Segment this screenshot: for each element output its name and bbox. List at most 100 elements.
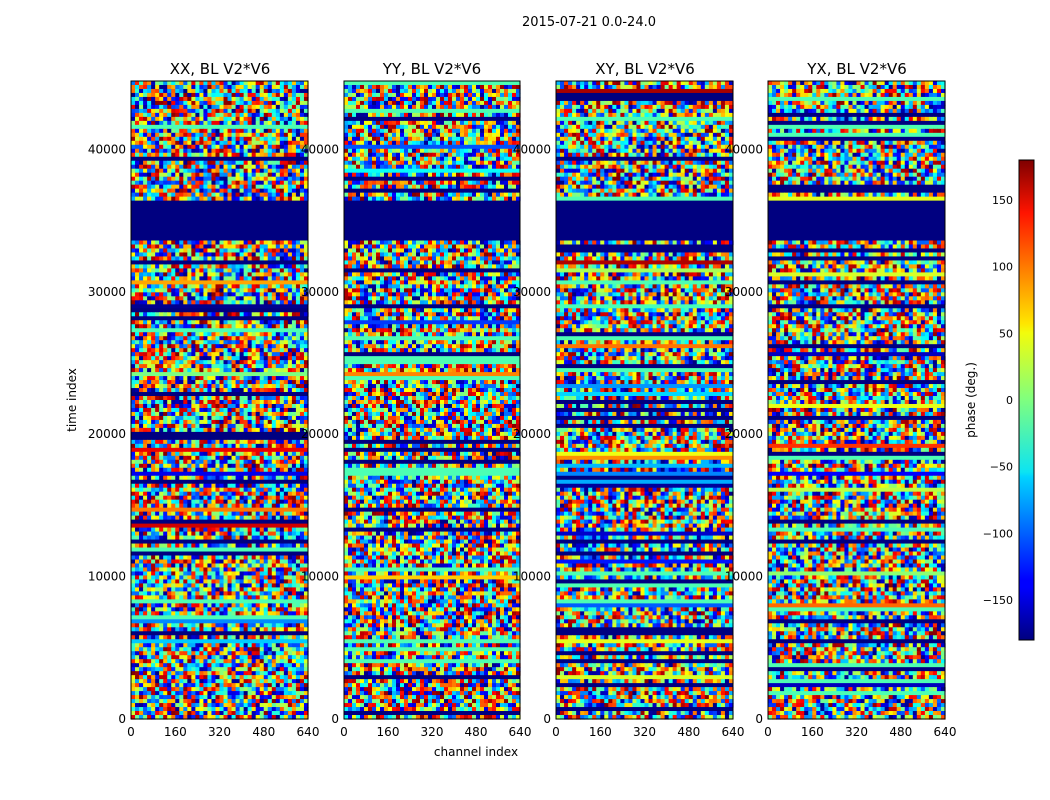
heat-cell bbox=[203, 344, 209, 349]
heat-cell bbox=[299, 100, 305, 106]
heat-cell bbox=[151, 455, 156, 461]
heat-cell bbox=[215, 348, 221, 353]
heat-cell bbox=[211, 567, 217, 573]
heat-cell bbox=[231, 368, 237, 373]
heat-cell bbox=[255, 607, 261, 612]
heat-cell bbox=[247, 439, 253, 445]
heat-band bbox=[131, 551, 308, 557]
heat-cell bbox=[179, 168, 184, 174]
heat-cell bbox=[239, 276, 245, 281]
heat-cell bbox=[303, 439, 309, 445]
heat-cell bbox=[239, 312, 245, 317]
heat-cell bbox=[183, 88, 188, 94]
heat-cell bbox=[175, 160, 180, 166]
heat-cell bbox=[175, 88, 180, 94]
heat-cell bbox=[135, 400, 140, 405]
heat-cell bbox=[291, 81, 297, 86]
heat-cell bbox=[167, 292, 172, 297]
heat-cell bbox=[247, 288, 253, 293]
heat-cell bbox=[219, 320, 225, 325]
heat-cell bbox=[231, 535, 237, 541]
heat-cell bbox=[143, 344, 148, 349]
heat-cell bbox=[211, 587, 217, 592]
heat-cell bbox=[235, 356, 241, 361]
heat-cell bbox=[147, 116, 152, 122]
heat-cell bbox=[243, 92, 249, 98]
heat-cell bbox=[167, 268, 172, 273]
heat-cell bbox=[267, 164, 273, 170]
heat-cell bbox=[195, 81, 200, 86]
heat-cell bbox=[155, 81, 160, 86]
heat-cell bbox=[291, 483, 297, 489]
heat-cell bbox=[287, 380, 293, 385]
heat-cell bbox=[275, 607, 281, 612]
heat-cell bbox=[167, 264, 172, 270]
heat-cell bbox=[247, 92, 253, 98]
heat-cell bbox=[155, 136, 160, 142]
heat-cell bbox=[179, 487, 184, 493]
heat-cell bbox=[179, 671, 184, 676]
heat-cell bbox=[179, 84, 184, 90]
heat-cell bbox=[207, 623, 213, 628]
heat-cell bbox=[283, 555, 289, 561]
heat-cell bbox=[295, 567, 301, 573]
heat-cell bbox=[291, 651, 297, 656]
heat-cell bbox=[243, 659, 249, 664]
heat-cell bbox=[251, 459, 257, 465]
heat-cell bbox=[163, 587, 168, 592]
heat-cell bbox=[303, 527, 309, 533]
heat-cell bbox=[255, 583, 261, 589]
heat-cell bbox=[207, 647, 213, 652]
heat-cell bbox=[235, 527, 241, 533]
heat-cell bbox=[271, 611, 277, 616]
heat-cell bbox=[211, 196, 217, 202]
heat-cell bbox=[239, 128, 245, 134]
heat-cell bbox=[287, 352, 293, 357]
heat-cell bbox=[231, 579, 237, 585]
heat-cell bbox=[183, 659, 188, 664]
heat-cell bbox=[271, 344, 277, 349]
heat-cell bbox=[203, 148, 209, 154]
heat-cell bbox=[167, 96, 172, 102]
heat-cell bbox=[199, 647, 205, 652]
heat-cell bbox=[135, 268, 140, 273]
heat-cell bbox=[219, 400, 225, 405]
heat-cell bbox=[207, 144, 213, 150]
heat-cell bbox=[291, 663, 297, 668]
heat-cell bbox=[139, 651, 144, 656]
heat-cell bbox=[219, 92, 225, 98]
heat-cell bbox=[243, 511, 249, 517]
heat-cell bbox=[183, 491, 188, 497]
heat-cell bbox=[303, 491, 309, 497]
heat-cell bbox=[167, 324, 172, 329]
heat-cell bbox=[247, 88, 253, 94]
heat-cell bbox=[219, 148, 225, 154]
heat-cell bbox=[151, 587, 156, 592]
heat-cell bbox=[299, 196, 305, 202]
heat-cell bbox=[215, 168, 221, 174]
heat-cell bbox=[203, 336, 209, 341]
heat-cell bbox=[131, 136, 136, 142]
heat-cell bbox=[267, 312, 273, 317]
heat-cell bbox=[247, 172, 253, 178]
heat-cell bbox=[191, 495, 196, 501]
heat-cell bbox=[191, 360, 196, 365]
heat-cell bbox=[227, 535, 233, 541]
heat-cell bbox=[155, 415, 160, 421]
heat-cell bbox=[215, 459, 221, 465]
heat-cell bbox=[247, 188, 253, 194]
heat-cell bbox=[255, 352, 261, 357]
heat-cell bbox=[147, 100, 152, 106]
heat-cell bbox=[163, 244, 168, 250]
heat-cell bbox=[231, 168, 237, 174]
heat-cell bbox=[135, 96, 140, 102]
heat-cell bbox=[279, 132, 285, 138]
heat-cell bbox=[187, 627, 192, 632]
heat-cell bbox=[175, 671, 180, 676]
heat-cell bbox=[183, 352, 188, 357]
heat-cell bbox=[167, 451, 172, 457]
heat-cell bbox=[191, 81, 196, 86]
heat-cell bbox=[255, 647, 261, 652]
heat-cell bbox=[243, 419, 249, 425]
heat-cell bbox=[275, 252, 281, 258]
